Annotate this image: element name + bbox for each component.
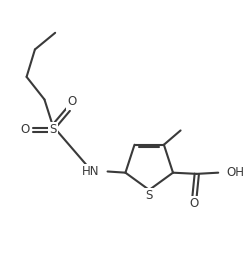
Text: O: O — [20, 123, 30, 136]
Text: O: O — [67, 95, 76, 108]
Text: HN: HN — [82, 165, 100, 178]
Text: OH: OH — [226, 166, 244, 179]
Text: S: S — [146, 189, 153, 202]
Text: O: O — [190, 197, 199, 210]
Text: S: S — [49, 123, 56, 136]
